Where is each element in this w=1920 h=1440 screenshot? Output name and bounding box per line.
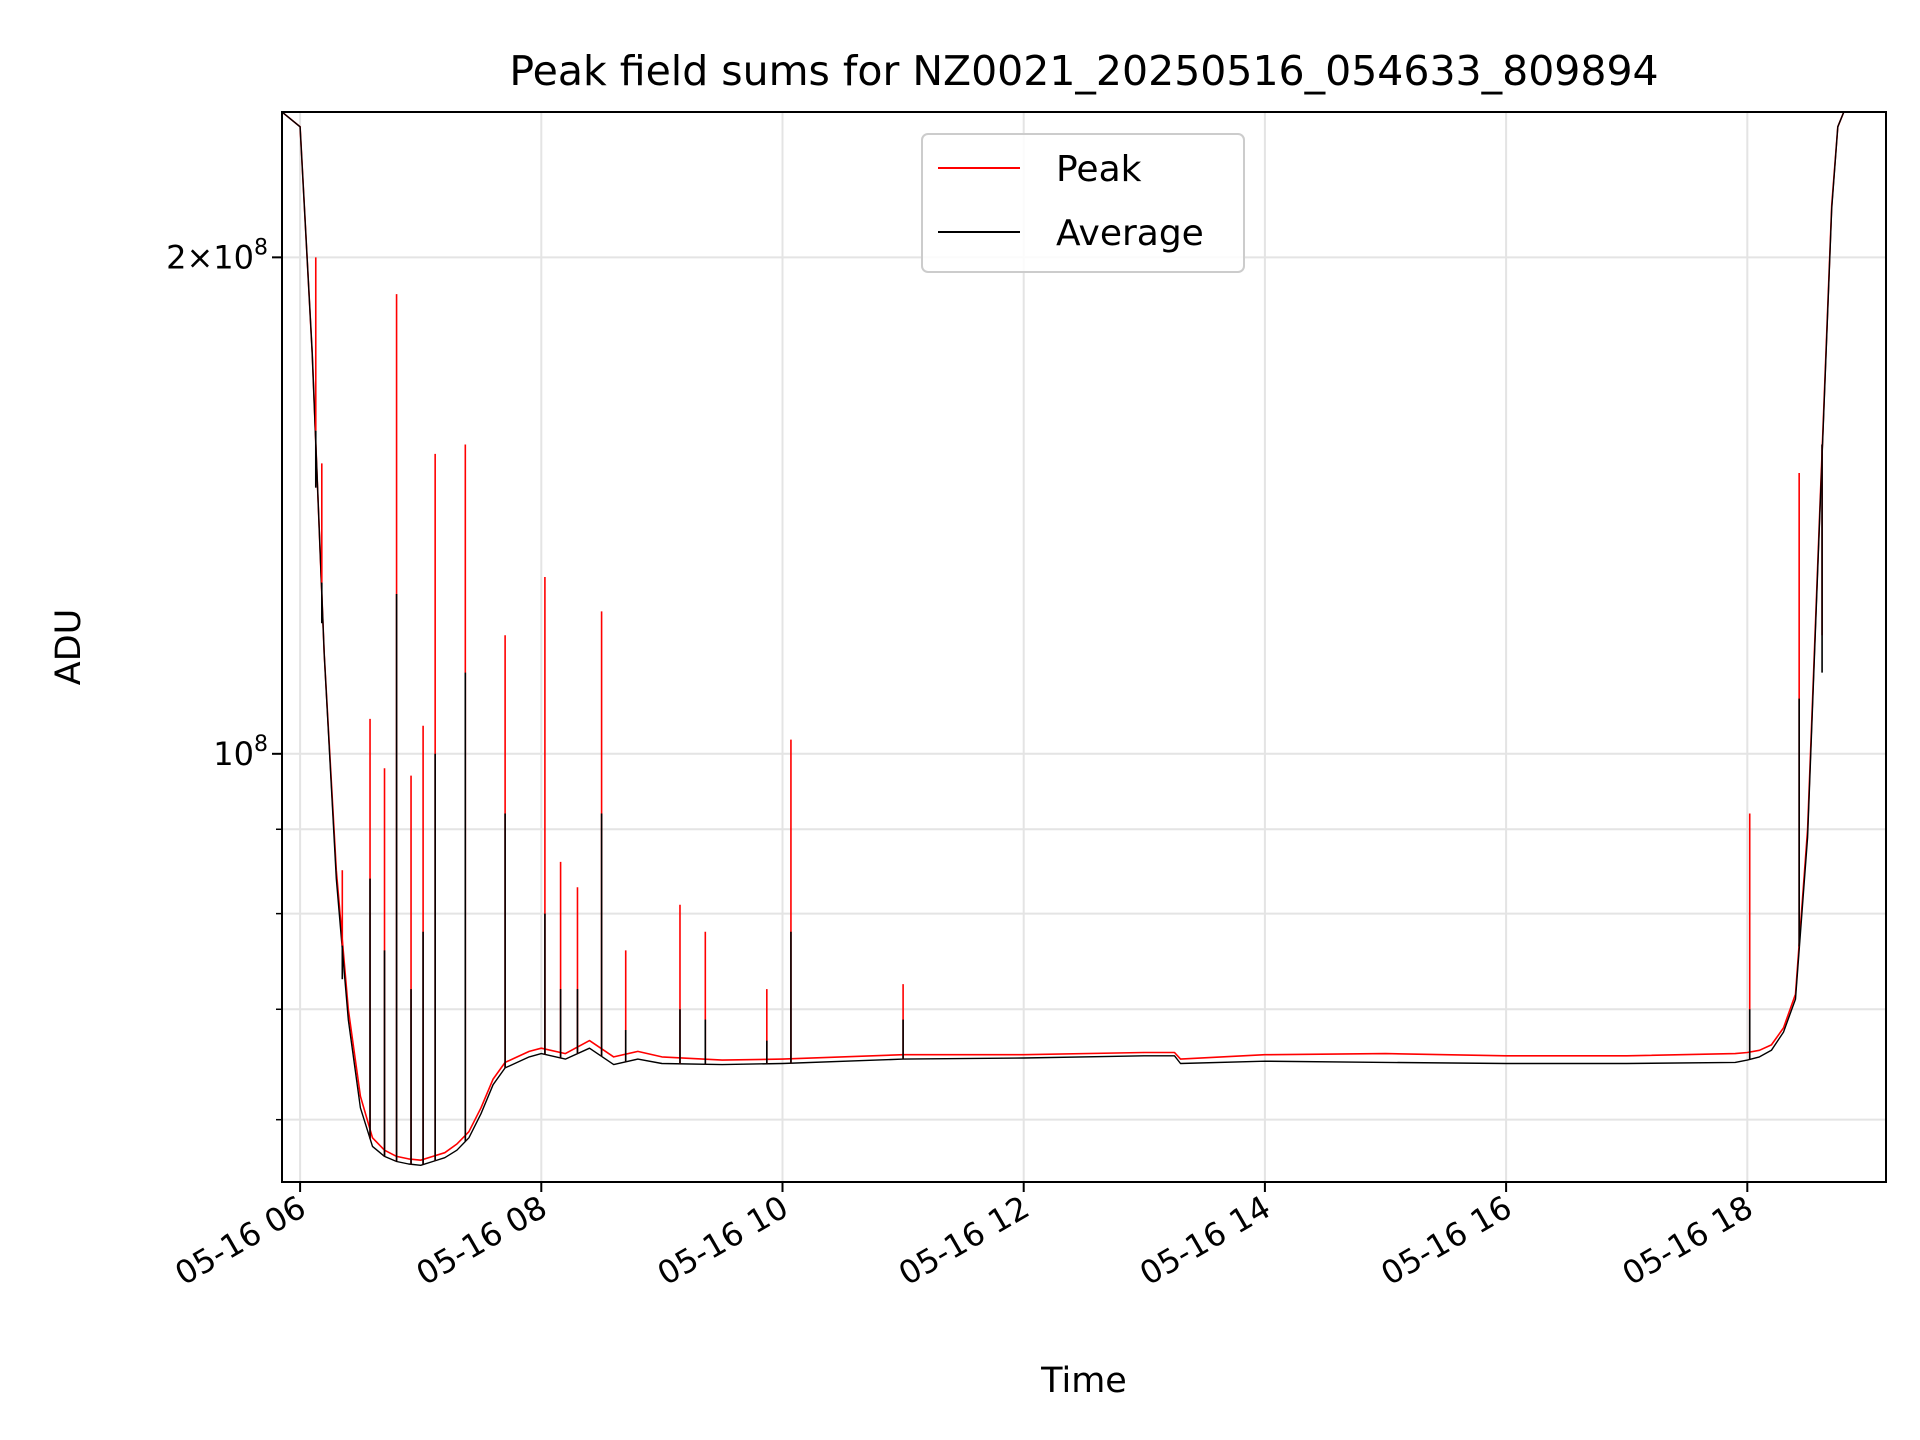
- x-axis-label: Time: [1040, 1361, 1127, 1401]
- series-group: [282, 112, 1886, 1166]
- y-axis-label: ADU: [49, 609, 89, 686]
- y-axis-ticks: 108 2×108: [166, 235, 282, 1121]
- legend-label-peak: Peak: [1056, 149, 1142, 190]
- gridlines: [282, 112, 1886, 1182]
- y-tick-label: 108: [213, 732, 268, 773]
- plot-series: [282, 112, 1886, 1166]
- plot-frame: [281, 111, 1887, 1183]
- y-tick-label: 2×108: [166, 235, 268, 276]
- series-line-average: [282, 112, 1886, 1166]
- legend: Peak Average: [921, 133, 1245, 273]
- legend-label-average: Average: [1056, 213, 1204, 254]
- chart-title: Peak field sums for NZ0021_20250516_0546…: [509, 47, 1658, 95]
